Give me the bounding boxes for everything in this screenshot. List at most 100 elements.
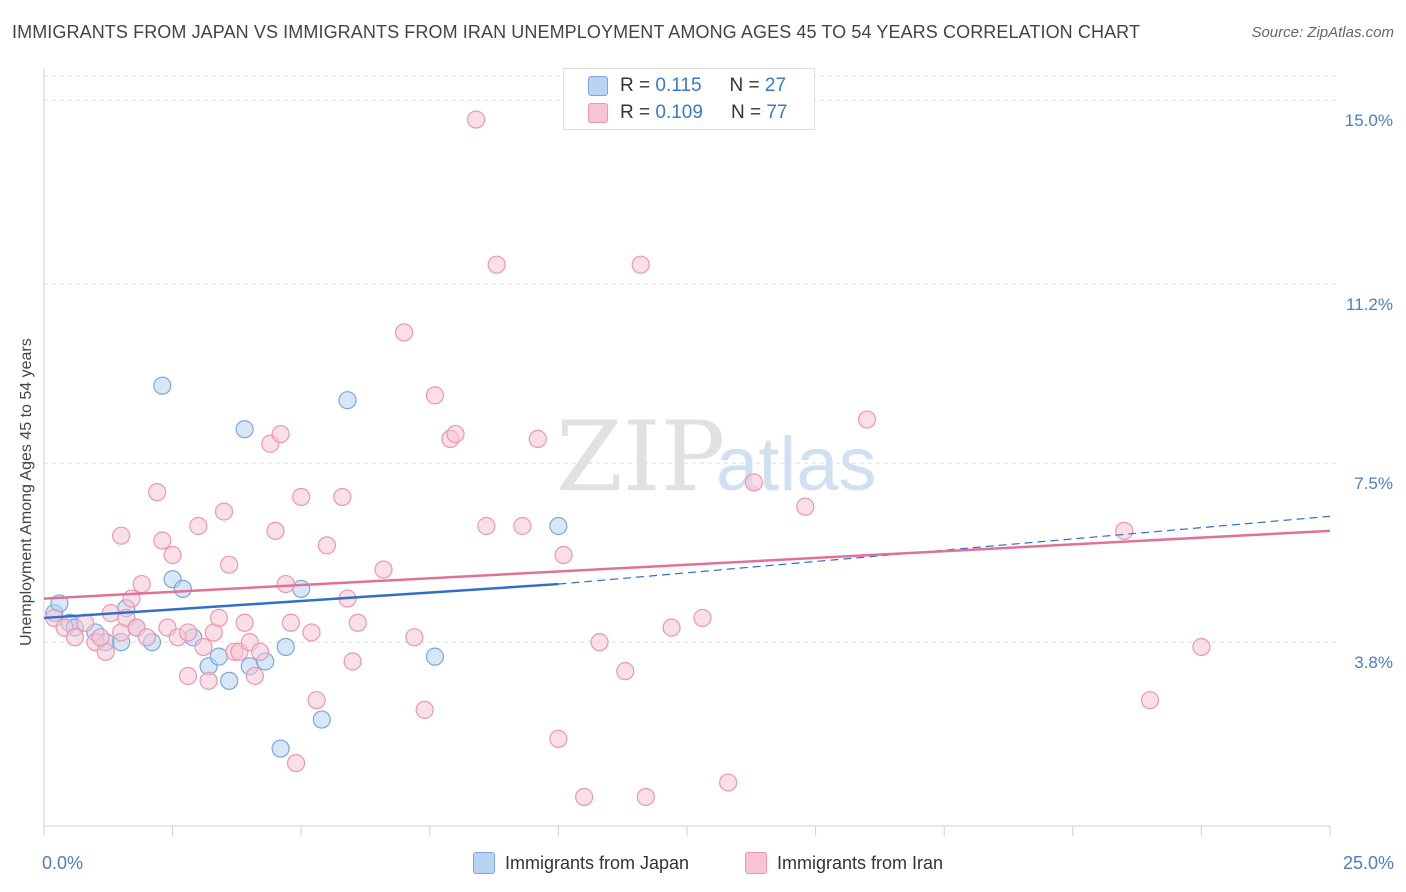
iran-point-25: [214, 502, 234, 521]
japan-point-23: [312, 710, 331, 729]
iran-point-22: [199, 671, 218, 690]
iran-point-17: [163, 545, 182, 565]
iran-point-59: [554, 545, 573, 565]
japan-point-26: [549, 516, 568, 536]
bottom-legend: Immigrants from Japan Immigrants from Ir…: [0, 852, 1406, 876]
iran-point-65: [662, 618, 681, 637]
iran-point-47: [394, 323, 414, 342]
iran-point-26: [220, 555, 239, 574]
legend-item-japan[interactable]: Immigrants from Japan: [473, 852, 689, 874]
iran-point-60: [575, 787, 594, 807]
iran-point-73: [1192, 637, 1211, 657]
iran-point-37: [286, 753, 306, 773]
source-label: Source: ZipAtlas.com: [1251, 24, 1394, 41]
iran-point-62: [616, 662, 635, 681]
japan-point-10: [153, 376, 172, 395]
legend-japan-swatch: [473, 852, 495, 874]
iran-point-49: [415, 700, 434, 719]
iran-point-31: [250, 642, 270, 661]
japan-n-value: 27: [764, 75, 787, 96]
iran-point-36: [281, 613, 301, 632]
chart-title: IMMIGRANTS FROM JAPAN VS IMMIGRANTS FROM…: [12, 22, 1141, 42]
axis-layer: [43, 68, 1331, 836]
watermark-atlas: atlas: [716, 422, 877, 507]
watermark: ZIP atlas: [556, 401, 877, 513]
legend-japan-label: Immigrants from Japan: [505, 852, 690, 873]
iran-point-45: [348, 613, 367, 632]
iran-point-55: [487, 255, 506, 274]
x-tick-label-0: 0.0%: [42, 853, 83, 873]
iran-point-42: [333, 487, 352, 507]
iran-point-13: [137, 628, 156, 647]
iran-point-40: [307, 691, 326, 710]
japan-point-16: [220, 671, 239, 690]
iran-point-15: [153, 531, 172, 550]
tick-label-layer: 3.8% 7.5% 11.2% 15.0% 0.0% 25.0%: [42, 111, 1394, 873]
iran-point-64: [636, 787, 655, 807]
iran-n-value: 77: [766, 102, 788, 123]
y-tick-label-1: 7.5%: [1354, 474, 1393, 493]
y-tick-label-2: 11.2%: [1346, 295, 1393, 314]
japan-point-25: [425, 647, 445, 666]
iran-point-44: [343, 652, 362, 671]
iran-point-61: [590, 633, 609, 652]
stats-row-iran: R = 0.109 N = 77: [588, 100, 787, 126]
japan-swatch: [588, 76, 608, 96]
iran-r-value: 0.109: [655, 102, 703, 123]
iran-point-46: [374, 560, 393, 579]
y-tick-label-0: 3.8%: [1354, 653, 1393, 672]
iran-point-71: [1115, 521, 1134, 540]
japan-point-20: [271, 739, 290, 758]
iran-point-48: [405, 628, 424, 647]
iran-point-58: [549, 729, 568, 749]
japan-point-24: [338, 391, 357, 410]
iran-point-19: [178, 666, 198, 686]
x-tick-label-1: 25.0%: [1343, 853, 1394, 873]
legend-item-iran[interactable]: Immigrants from Iran: [745, 852, 943, 874]
japan-point-12: [173, 579, 192, 599]
iran-point-39: [302, 623, 321, 642]
iran-r-label: R =: [620, 102, 651, 123]
iran-point-8: [112, 526, 131, 545]
japan-point-17: [235, 420, 254, 439]
japan-r-value: 0.115: [655, 75, 702, 96]
iran-trend-line: [43, 529, 1331, 600]
iran-point-38: [292, 487, 311, 507]
iran-point-21: [194, 637, 213, 657]
iran-point-68: [744, 473, 763, 492]
japan-point-21: [276, 637, 295, 657]
iran-point-52: [446, 424, 465, 444]
iran-point-54: [477, 516, 496, 536]
iran-point-72: [1140, 691, 1160, 710]
iran-n-label: N =: [730, 102, 762, 123]
legend-iran-label: Immigrants from Iran: [777, 852, 944, 873]
iran-point-69: [796, 497, 815, 516]
iran-point-70: [857, 410, 877, 429]
iran-point-74: [235, 613, 254, 632]
iran-point-35: [276, 574, 295, 594]
iran-point-2: [65, 628, 84, 647]
japan-r-label: R =: [620, 75, 651, 96]
iran-point-75: [178, 623, 198, 642]
iran-point-67: [719, 773, 738, 792]
stats-row-japan: R = 0.115 N = 27: [588, 73, 786, 99]
iran-point-24: [209, 608, 228, 628]
japan-n-label: N =: [729, 75, 760, 96]
iran-point-57: [528, 429, 547, 449]
y-tick-label-3: 15.0%: [1345, 111, 1393, 130]
stats-legend: R = 0.115 N = 27 R = 0.109 N = 77: [563, 68, 815, 130]
japan-trend-line: [43, 582, 559, 620]
iran-point-53: [466, 110, 486, 129]
japan-point-22: [292, 579, 311, 599]
iran-point-63: [631, 255, 650, 274]
iran-point-66: [693, 608, 712, 628]
iran-point-20: [189, 516, 208, 536]
iran-point-76: [91, 628, 110, 647]
trend-layer: [43, 515, 1331, 620]
iran-point-30: [245, 666, 265, 686]
iran-point-50: [425, 386, 445, 405]
iran-point-12: [132, 574, 151, 594]
iran-swatch: [588, 103, 608, 123]
grid-layer: [44, 75, 1340, 643]
